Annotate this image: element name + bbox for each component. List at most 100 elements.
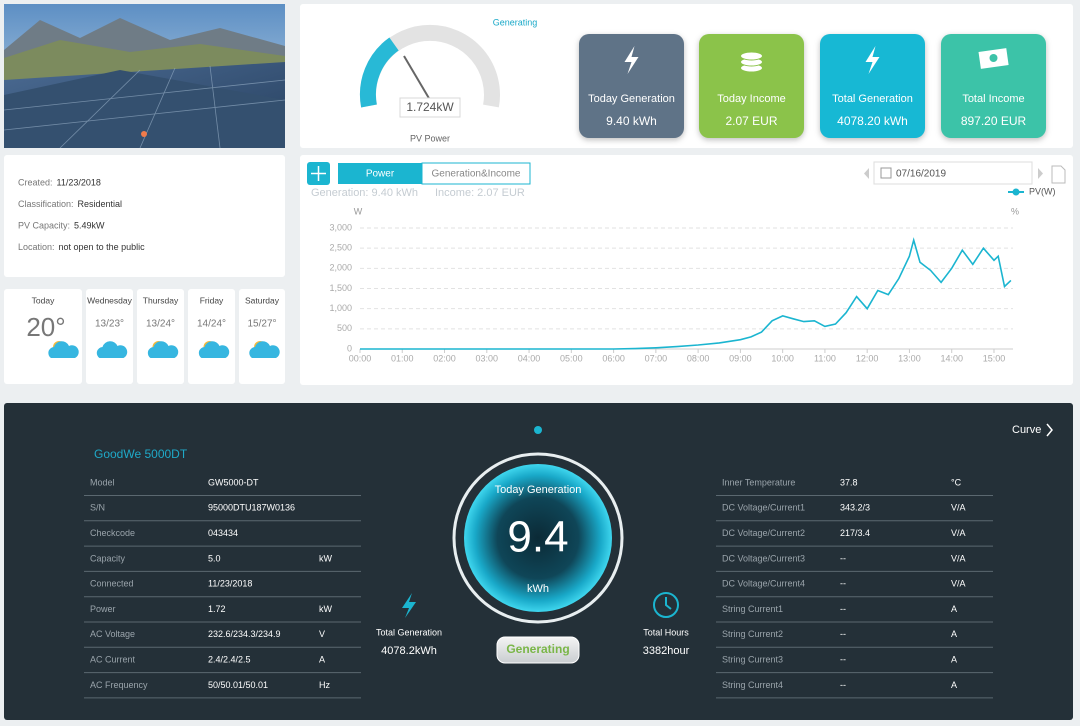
- tab-active[interactable]: [338, 163, 422, 184]
- cloud-icon: [249, 341, 280, 358]
- x-tick-label: 13:00: [898, 353, 921, 363]
- row-value: --: [840, 604, 846, 614]
- info-label: Classification:: [18, 199, 74, 209]
- weather-card: [86, 289, 133, 384]
- prev-date[interactable]: [864, 168, 869, 179]
- row-value: 50/50.01/50.01: [208, 680, 268, 690]
- row-value: --: [840, 579, 846, 589]
- row-label: DC Voltage/Current4: [722, 579, 805, 589]
- row-value: --: [840, 680, 846, 690]
- total-generation-value: 4078.2kWh: [381, 645, 437, 657]
- coin-icon: [740, 51, 763, 61]
- card-label: Total Generation: [832, 93, 913, 105]
- date-picker[interactable]: [873, 161, 1033, 185]
- x-tick-label: 05:00: [560, 353, 583, 363]
- row-value: 043434: [208, 528, 238, 538]
- row-value: 217/3.4: [840, 528, 870, 538]
- x-tick-label: 08:00: [687, 353, 710, 363]
- card-value: 9.40 kWh: [606, 114, 657, 128]
- weather-day: Today: [32, 295, 55, 305]
- row-label: String Current4: [722, 680, 783, 690]
- clock-icon: [653, 592, 679, 618]
- row-unit: V/A: [951, 528, 966, 538]
- row-label: String Current3: [722, 654, 783, 664]
- summary-card: [941, 34, 1046, 138]
- plant-photo: [4, 4, 285, 148]
- y-tick-label: 3,000: [329, 222, 352, 232]
- export-button[interactable]: [1051, 165, 1066, 184]
- row-value: GW5000-DT: [208, 477, 259, 487]
- device-title: GoodWe 5000DT: [94, 447, 188, 461]
- y-tick-label: 1,000: [329, 303, 352, 313]
- y-tick-label: 2,000: [329, 263, 352, 273]
- row-unit: kW: [319, 604, 333, 614]
- row-unit: V: [319, 629, 325, 639]
- card-label: Today Income: [717, 93, 785, 105]
- info-value: 5.49kW: [74, 220, 105, 230]
- cash-icon: [989, 54, 998, 62]
- y-tick-label: 0: [347, 343, 352, 353]
- x-tick-label: 02:00: [433, 353, 456, 363]
- info-label: Created:: [18, 177, 53, 187]
- row-value: 343.2/3: [840, 503, 870, 513]
- legend-label: PV(W): [1029, 186, 1056, 196]
- weather-card: [137, 289, 184, 384]
- next-date[interactable]: [1038, 168, 1043, 179]
- row-value: 232.6/234.3/234.9: [208, 629, 281, 639]
- row-value: 11/23/2018: [208, 579, 252, 589]
- y-tick-label: 1,500: [329, 283, 352, 293]
- bolt-icon: [402, 593, 416, 618]
- x-tick-label: 04:00: [518, 353, 541, 363]
- total-hours-label: Total Hours: [643, 627, 689, 637]
- row-label: Inner Temperature: [722, 477, 795, 487]
- series-line: [360, 237, 1012, 350]
- card-label: Today Generation: [588, 93, 675, 105]
- generation-ring: [452, 452, 624, 624]
- generation-core: [464, 464, 612, 612]
- row-unit: °C: [951, 477, 962, 487]
- y2-axis-label: %: [1011, 206, 1019, 216]
- weather-card: [188, 289, 235, 384]
- today-value: 9.4: [507, 513, 568, 562]
- row-label: S/N: [90, 503, 105, 513]
- gauge-value: 1.724kW: [406, 100, 454, 114]
- x-tick-label: 10:00: [771, 353, 794, 363]
- x-tick-label: 11:00: [814, 353, 836, 363]
- weather-temp: 13/23°: [95, 319, 124, 330]
- row-unit: A: [951, 680, 957, 690]
- status-text: Generating: [493, 17, 538, 27]
- generation-summary: Generation: 9.40 kWh: [311, 187, 418, 199]
- tab[interactable]: [421, 162, 531, 185]
- row-unit: A: [951, 629, 957, 639]
- x-tick-label: 03:00: [476, 353, 499, 363]
- row-value: 2.4/2.4/2.5: [208, 654, 251, 664]
- cloud-icon: [198, 341, 230, 358]
- legend-marker: [1012, 188, 1020, 196]
- row-unit: V/A: [951, 579, 966, 589]
- row-unit: A: [951, 654, 957, 664]
- x-tick-label: 12:00: [856, 353, 879, 363]
- x-tick-label: 00:00: [349, 353, 372, 363]
- info-value: 11/23/2018: [57, 177, 101, 187]
- status-button[interactable]: [496, 636, 580, 664]
- row-label: AC Current: [90, 654, 136, 664]
- today-label: Today Generation: [495, 484, 582, 496]
- row-value: 5.0: [208, 553, 221, 563]
- row-label: String Current1: [722, 604, 783, 614]
- info-card: [4, 155, 285, 277]
- gauge-label: PV Power: [410, 133, 450, 143]
- power-gauge: [359, 24, 500, 118]
- weather-day: Wednesday: [87, 295, 132, 305]
- weather-day: Saturday: [245, 295, 280, 305]
- tab-label: Power: [366, 169, 395, 180]
- row-label: Power: [90, 604, 116, 614]
- row-label: AC Frequency: [90, 680, 148, 690]
- curve-link[interactable]: Curve: [1012, 424, 1041, 436]
- chart-panel: [300, 155, 1073, 385]
- row-unit: V/A: [951, 553, 966, 563]
- weather-temp: 14/24°: [197, 319, 226, 330]
- x-tick-label: 01:00: [391, 353, 414, 363]
- row-label: AC Voltage: [90, 629, 135, 639]
